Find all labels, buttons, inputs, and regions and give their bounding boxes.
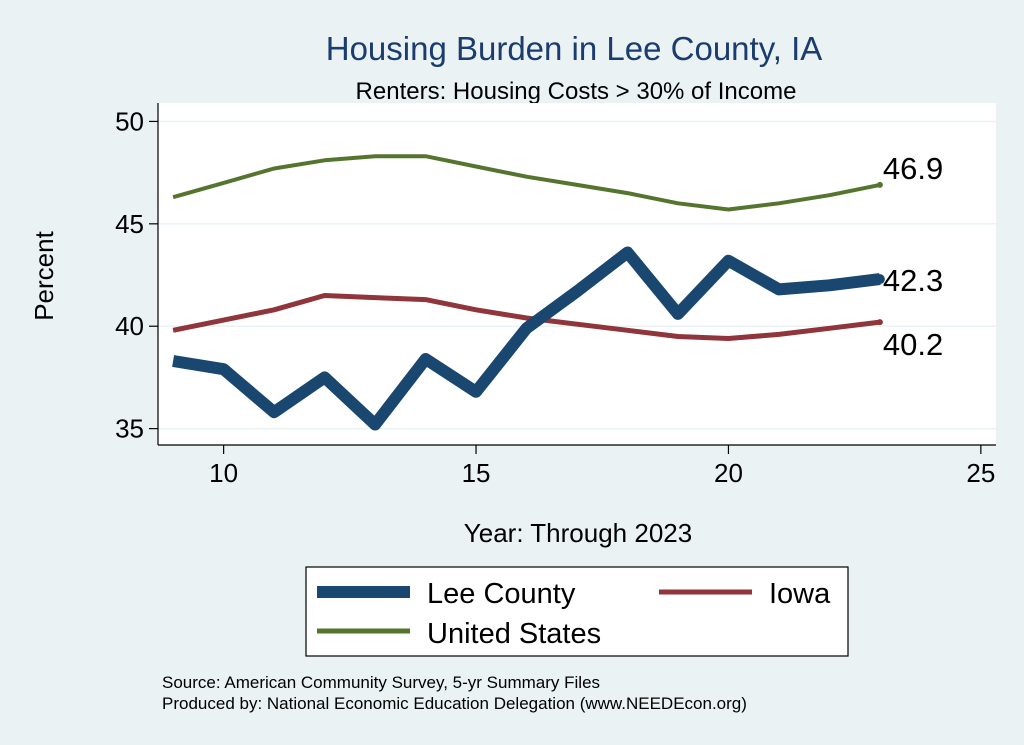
x-tick-label: 20	[714, 458, 743, 488]
ticks: 35 40 45 50 10 15 20 25	[115, 106, 995, 488]
x-tick-label: 10	[209, 458, 238, 488]
end-label-iowa: 40.2	[883, 327, 943, 362]
chart-subtitle: Renters: Housing Costs > 30% of Income	[356, 78, 797, 105]
y-tick-label: 50	[115, 106, 144, 136]
series-line-united-states	[172, 154, 881, 212]
x-tick-label: 25	[966, 458, 995, 488]
end-label-united-states: 46.9	[883, 151, 943, 186]
series-line-lee-county	[172, 246, 881, 431]
legend-label-united-states: United States	[427, 618, 601, 650]
y-tick-label: 45	[115, 209, 144, 239]
y-tick-label: 35	[115, 414, 144, 444]
legend-label-iowa: Iowa	[769, 578, 831, 610]
legend-box	[305, 566, 849, 657]
series-line-iowa	[172, 293, 881, 341]
end-label-lee-county: 42.3	[883, 263, 943, 298]
end-labels: 40.2 46.9 42.3	[883, 151, 943, 362]
chart-title: Housing Burden in Lee County, IA	[326, 30, 823, 67]
producer-note: Produced by: National Economic Education…	[162, 694, 747, 713]
plot-area	[158, 103, 996, 445]
series-group	[172, 154, 885, 431]
end-point-united-states	[876, 181, 883, 188]
source-note: Source: American Community Survey, 5-yr …	[162, 673, 600, 692]
y-tick-label: 40	[115, 311, 144, 341]
x-tick-label: 15	[462, 458, 491, 488]
legend: Lee County Iowa United States	[305, 566, 849, 657]
end-point-lee-county	[874, 274, 885, 285]
end-point-iowa	[876, 319, 883, 326]
y-axis-title: Percent	[29, 230, 59, 320]
legend-label-lee-county: Lee County	[427, 578, 576, 610]
axes	[157, 103, 996, 446]
x-axis-title: Year: Through 2023	[464, 518, 692, 548]
